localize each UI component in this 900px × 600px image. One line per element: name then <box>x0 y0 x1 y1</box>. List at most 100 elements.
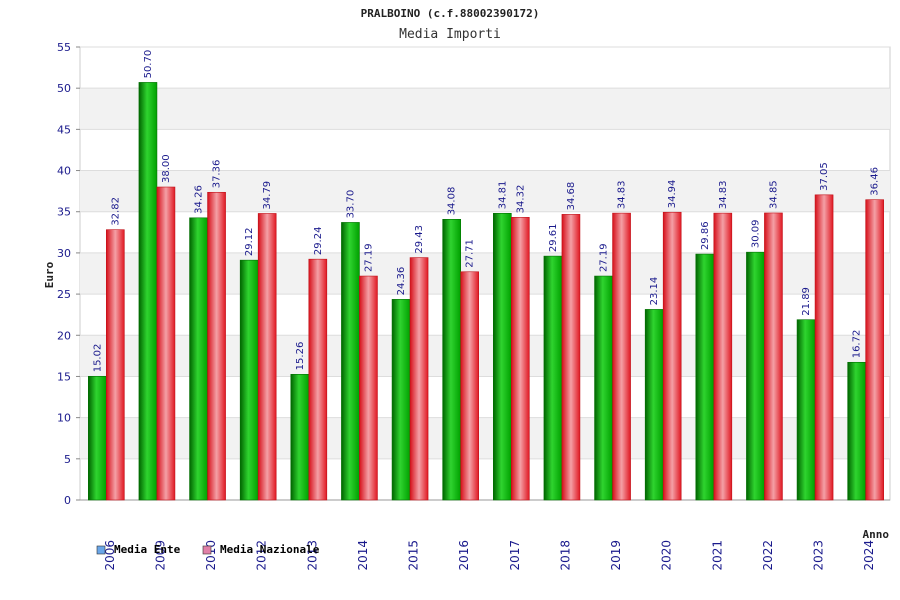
data-label: 27.19 <box>363 243 374 272</box>
bar-media-ente-2019 <box>594 275 613 501</box>
x-tick-label: 2017 <box>508 540 522 571</box>
data-label: 34.32 <box>515 185 526 214</box>
bar-media-nazionale-2019 <box>612 212 631 501</box>
x-tick-label: 2014 <box>356 540 370 571</box>
x-tick-label: 2024 <box>862 540 876 571</box>
data-label: 34.81 <box>497 181 508 210</box>
data-label: 29.61 <box>548 223 559 252</box>
x-tick-label: 2010 <box>204 540 218 571</box>
bar-media-ente-2009 <box>138 82 158 501</box>
data-label: 32.82 <box>110 197 121 226</box>
data-label: 37.05 <box>819 162 830 191</box>
bar-media-ente-2017 <box>493 212 512 501</box>
bar-media-nazionale-2024 <box>865 199 884 501</box>
y-tick-label: 30 <box>57 247 71 260</box>
bar-media-ente-2020 <box>644 309 664 501</box>
y-tick-label: 15 <box>57 370 71 383</box>
x-tick-label: 2022 <box>761 540 775 571</box>
data-label: 34.26 <box>194 185 205 214</box>
data-label: 15.02 <box>92 344 103 373</box>
data-label: 34.83 <box>617 180 628 209</box>
bar-media-nazionale-2006 <box>106 229 125 501</box>
x-tick-label: 2013 <box>305 540 319 571</box>
legend-swatch-media-ente <box>96 545 106 555</box>
chart-subtitle: Media Importi <box>399 27 501 42</box>
data-label: 34.94 <box>667 180 678 209</box>
bar-media-nazionale-2014 <box>359 275 378 501</box>
y-tick-label: 50 <box>57 82 71 95</box>
y-axis-label: Euro <box>43 261 56 288</box>
bar-media-ente-2018 <box>543 255 563 501</box>
data-label: 29.24 <box>313 227 324 256</box>
data-label: 30.09 <box>750 220 761 249</box>
bar-media-ente-2021 <box>695 253 715 501</box>
bar-media-nazionale-2020 <box>662 211 682 501</box>
bar-media-ente-2013 <box>290 374 310 501</box>
y-tick-label: 10 <box>57 412 71 425</box>
bars <box>88 82 884 501</box>
x-tick-label: 2006 <box>103 540 117 571</box>
data-label: 27.71 <box>465 239 476 268</box>
bar-media-nazionale-2015 <box>409 257 429 501</box>
bar-media-nazionale-2017 <box>511 217 530 501</box>
data-label: 33.70 <box>345 190 356 219</box>
data-label: 34.83 <box>718 180 729 209</box>
y-tick-label: 25 <box>57 288 71 301</box>
x-tick-label: 2016 <box>457 540 471 571</box>
y-tick-label: 20 <box>57 329 71 342</box>
bar-media-ente-2015 <box>391 299 411 501</box>
bar-media-nazionale-2009 <box>156 186 176 501</box>
bar-media-nazionale-2023 <box>814 194 834 501</box>
data-label: 15.26 <box>295 342 306 371</box>
x-tick-label: 2009 <box>153 540 167 571</box>
x-tick-label: 2023 <box>812 540 826 571</box>
data-label: 29.43 <box>414 225 425 254</box>
x-tick-label: 2018 <box>558 540 572 571</box>
legend-swatch-media-nazionale <box>202 545 212 555</box>
bar-media-ente-2023 <box>796 319 816 501</box>
data-label: 38.00 <box>161 154 172 183</box>
data-label: 23.14 <box>649 277 660 306</box>
data-label: 50.70 <box>143 50 154 79</box>
data-label: 37.36 <box>212 160 223 189</box>
data-label: 21.89 <box>801 287 812 316</box>
plot-band <box>80 88 890 130</box>
bar-media-nazionale-2013 <box>308 258 328 501</box>
data-label: 29.12 <box>244 228 255 257</box>
bar-media-nazionale-2012 <box>257 213 277 501</box>
y-tick-label: 0 <box>64 494 71 507</box>
bar-media-ente-2012 <box>239 259 259 501</box>
x-tick-label: 2019 <box>609 540 623 571</box>
bar-media-ente-2022 <box>746 251 765 501</box>
data-label: 34.79 <box>262 181 273 210</box>
chart-title: PRALBOINO (c.f.88002390172) <box>361 7 540 20</box>
data-label: 16.72 <box>852 330 863 359</box>
bar-media-ente-2006 <box>88 375 107 501</box>
legend-label-media-ente: Media Ente <box>114 543 181 556</box>
y-tick-label: 55 <box>57 41 71 54</box>
data-label: 34.85 <box>768 180 779 209</box>
y-tick-label: 45 <box>57 123 71 136</box>
x-axis-label: Anno <box>863 528 890 541</box>
x-axis-ticks: 2006 2009 2010 2012 2013 2014 2015 2016 2017 2018… <box>103 540 876 571</box>
x-tick-label: 2012 <box>255 540 269 571</box>
bar-media-ente-2016 <box>442 219 461 501</box>
legend-label-media-nazionale: Media Nazionale <box>220 543 320 556</box>
bar-media-nazionale-2016 <box>460 271 479 501</box>
bar-media-ente-2010 <box>189 217 208 501</box>
bar-media-nazionale-2021 <box>713 212 733 501</box>
x-tick-label: 2015 <box>407 540 421 571</box>
data-label: 34.68 <box>566 182 577 211</box>
bar-media-ente-2024 <box>847 361 866 501</box>
y-tick-label: 35 <box>57 206 71 219</box>
bar-media-ente-2014 <box>341 222 360 501</box>
y-tick-label: 5 <box>64 453 71 466</box>
data-label: 34.08 <box>447 187 458 216</box>
x-tick-label: 2021 <box>710 540 724 571</box>
data-label: 24.36 <box>396 267 407 296</box>
data-labels: 15.02 32.82 50.70 38.00 34.26 37.36 29.12 34.79… <box>92 50 880 373</box>
data-label: 36.46 <box>870 167 881 196</box>
bar-media-nazionale-2022 <box>764 212 783 501</box>
bar-media-nazionale-2018 <box>561 214 581 501</box>
